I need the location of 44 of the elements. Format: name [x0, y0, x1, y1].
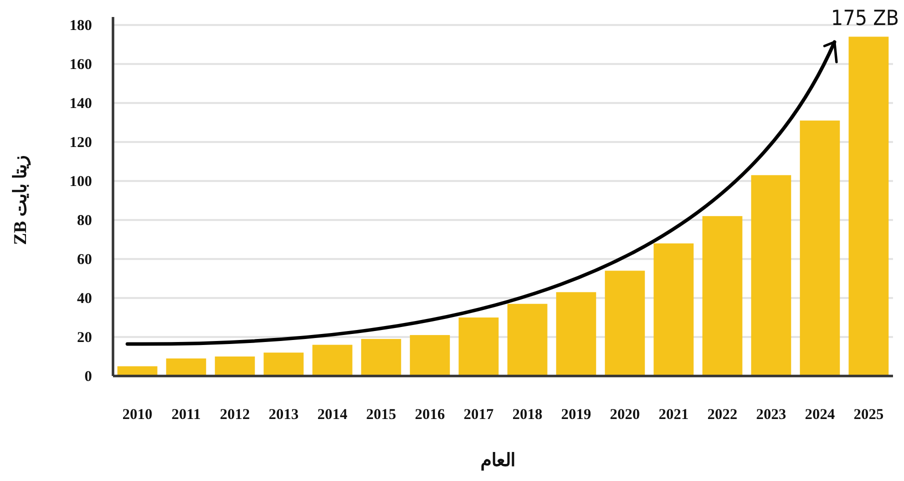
bar — [166, 358, 206, 376]
y-tick-label: 120 — [70, 135, 92, 151]
x-tick-label: 2020 — [610, 407, 640, 423]
y-tick-label: 80 — [77, 213, 92, 229]
annotation: 175 ZB — [831, 6, 899, 30]
bar — [702, 216, 742, 376]
y-tick-label: 0 — [84, 369, 92, 385]
bar — [312, 344, 352, 376]
bar — [654, 243, 694, 376]
x-axis-title: العام — [480, 450, 516, 471]
x-tick-label: 2013 — [268, 407, 299, 423]
x-tick-label: 2025 — [854, 407, 884, 423]
x-tick-label: 2021 — [658, 407, 689, 423]
bar — [264, 352, 304, 376]
x-tick-label: 2014 — [317, 407, 348, 423]
x-tick-label: 2012 — [220, 407, 250, 423]
y-axis-title: ZB زيتا بايت — [10, 154, 31, 246]
x-tick-label: 2018 — [512, 407, 542, 423]
bar — [800, 120, 840, 376]
x-tick-label: 2023 — [756, 407, 786, 423]
bar — [458, 318, 499, 376]
bar — [848, 36, 889, 376]
x-tick-label: 2022 — [707, 407, 738, 423]
x-tick-label: 2017 — [464, 407, 494, 423]
y-tick-label: 160 — [70, 57, 92, 73]
bar — [556, 292, 596, 376]
x-tick-label: 2011 — [172, 407, 201, 423]
y-tick-label: 60 — [77, 252, 92, 268]
bar — [751, 175, 792, 376]
y-tick-label: 20 — [77, 330, 92, 346]
y-tick-label: 180 — [70, 18, 92, 34]
x-tick-label: 2024 — [804, 407, 836, 423]
y-tick-label: 40 — [77, 291, 92, 307]
bar — [214, 356, 255, 376]
x-tick-label: 2015 — [366, 407, 396, 423]
bar — [361, 338, 402, 376]
x-tick-label: 2019 — [561, 407, 592, 423]
x-tick-label: 2016 — [414, 407, 446, 423]
x-tick-label: 2010 — [122, 407, 152, 423]
bar — [410, 335, 450, 376]
y-tick-label: 140 — [70, 96, 92, 112]
y-tick-label: 100 — [70, 174, 92, 190]
bar — [507, 304, 548, 376]
bar — [604, 270, 645, 376]
